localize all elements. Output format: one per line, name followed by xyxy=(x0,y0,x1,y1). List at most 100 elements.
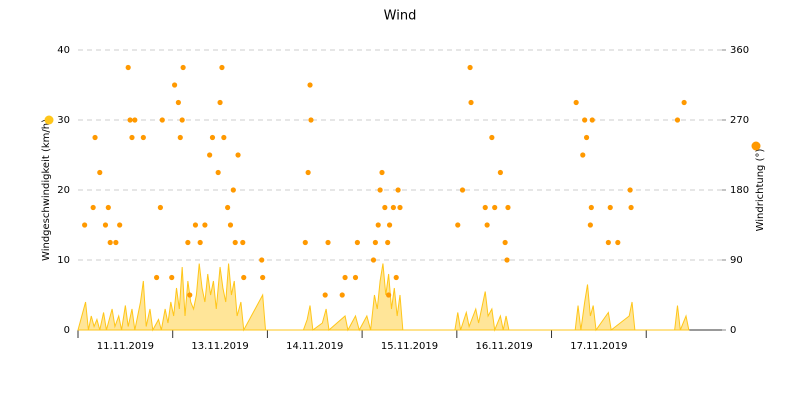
direction-point xyxy=(230,187,236,193)
direction-point xyxy=(382,204,388,211)
direction-point xyxy=(615,239,621,246)
x-tick-label: 16.11.2019 xyxy=(476,341,533,352)
direction-point xyxy=(172,82,178,88)
direction-point xyxy=(221,134,227,141)
direction-point xyxy=(175,99,181,106)
direction-point xyxy=(235,152,241,158)
direction-point xyxy=(197,239,203,246)
direction-point xyxy=(573,99,579,106)
direction-point xyxy=(325,239,331,246)
direction-point xyxy=(105,204,111,211)
direction-point xyxy=(129,134,135,141)
direction-point xyxy=(628,204,634,211)
direction-point xyxy=(397,204,403,211)
direction-point xyxy=(207,152,213,158)
direction-point xyxy=(459,187,466,193)
direction-point xyxy=(674,117,681,123)
direction-point xyxy=(90,204,96,211)
y-tick-label: 30 xyxy=(57,115,70,126)
direction-point xyxy=(489,134,495,141)
direction-point xyxy=(209,134,216,141)
direction-point xyxy=(354,239,360,246)
direction-point xyxy=(502,239,508,246)
direction-point xyxy=(587,222,593,228)
y2-tick-label: 270 xyxy=(730,115,749,126)
direction-point xyxy=(322,292,328,298)
direction-point xyxy=(386,292,392,298)
direction-point xyxy=(377,187,383,193)
direction-point xyxy=(127,117,133,123)
y-tick-label: 20 xyxy=(57,185,70,196)
direction-point xyxy=(504,257,510,263)
x-tick-label: 13.11.2019 xyxy=(191,341,248,352)
x-tick-label: 14.11.2019 xyxy=(286,341,343,352)
direction-point xyxy=(185,239,191,246)
axis-title: Windgeschwindigkeit (km/h) xyxy=(41,119,52,261)
direction-point xyxy=(154,274,160,281)
direction-point xyxy=(125,64,131,71)
direction-point xyxy=(241,274,247,281)
direction-point xyxy=(588,204,594,211)
direction-point xyxy=(580,152,586,158)
direction-point xyxy=(302,239,308,246)
direction-point xyxy=(179,117,185,123)
direction-point xyxy=(92,134,98,141)
direction-point xyxy=(467,64,473,71)
y-tick-label: 0 xyxy=(64,325,70,336)
direction-point xyxy=(607,204,613,211)
direction-point xyxy=(202,222,208,228)
direction-point xyxy=(372,239,378,246)
direction-point xyxy=(505,204,511,211)
direction-point xyxy=(219,64,225,71)
direction-point xyxy=(260,274,266,281)
direction-point xyxy=(468,99,474,106)
direction-point xyxy=(187,292,193,298)
y2-tick-label: 360 xyxy=(730,45,749,56)
direction-point xyxy=(455,222,461,228)
direction-point xyxy=(307,82,313,88)
y2-tick-label: 0 xyxy=(730,325,736,336)
direction-point xyxy=(225,204,231,211)
direction-point xyxy=(157,204,163,211)
direction-point xyxy=(107,239,113,246)
direction-point xyxy=(583,134,590,141)
direction-point xyxy=(232,239,238,246)
x-tick-label: 17.11.2019 xyxy=(570,341,627,352)
legend-marker xyxy=(44,115,54,125)
y-tick-label: 10 xyxy=(57,255,70,266)
direction-point xyxy=(339,292,345,298)
x-tick-label: 11.11.2019 xyxy=(97,341,154,352)
direction-point xyxy=(308,117,314,123)
direction-point xyxy=(117,222,123,228)
direction-point xyxy=(582,117,588,123)
direction-point xyxy=(169,274,175,281)
direction-point xyxy=(497,169,503,176)
direction-point xyxy=(342,274,348,281)
direction-point xyxy=(259,257,265,263)
direction-point xyxy=(102,222,109,228)
direction-point xyxy=(589,117,595,123)
direction-point xyxy=(482,204,488,211)
direction-point xyxy=(192,222,199,228)
direction-point xyxy=(385,239,391,246)
direction-point xyxy=(393,274,399,281)
direction-point xyxy=(492,204,498,211)
direction-point xyxy=(370,257,377,263)
direction-point xyxy=(217,99,223,106)
x-tick-label: 15.11.2019 xyxy=(381,341,438,352)
axis-title: Windrichtung (°) xyxy=(755,149,766,232)
y-tick-label: 40 xyxy=(57,45,70,56)
wind-speed-area xyxy=(77,263,690,332)
direction-point xyxy=(227,222,234,228)
y2-tick-label: 90 xyxy=(730,255,743,266)
direction-point xyxy=(113,239,119,246)
direction-point xyxy=(681,99,687,106)
legend-marker xyxy=(751,141,761,151)
direction-point xyxy=(352,274,359,281)
direction-point xyxy=(375,222,381,228)
direction-point xyxy=(140,134,146,141)
direction-point xyxy=(386,222,393,228)
direction-point xyxy=(305,169,311,176)
